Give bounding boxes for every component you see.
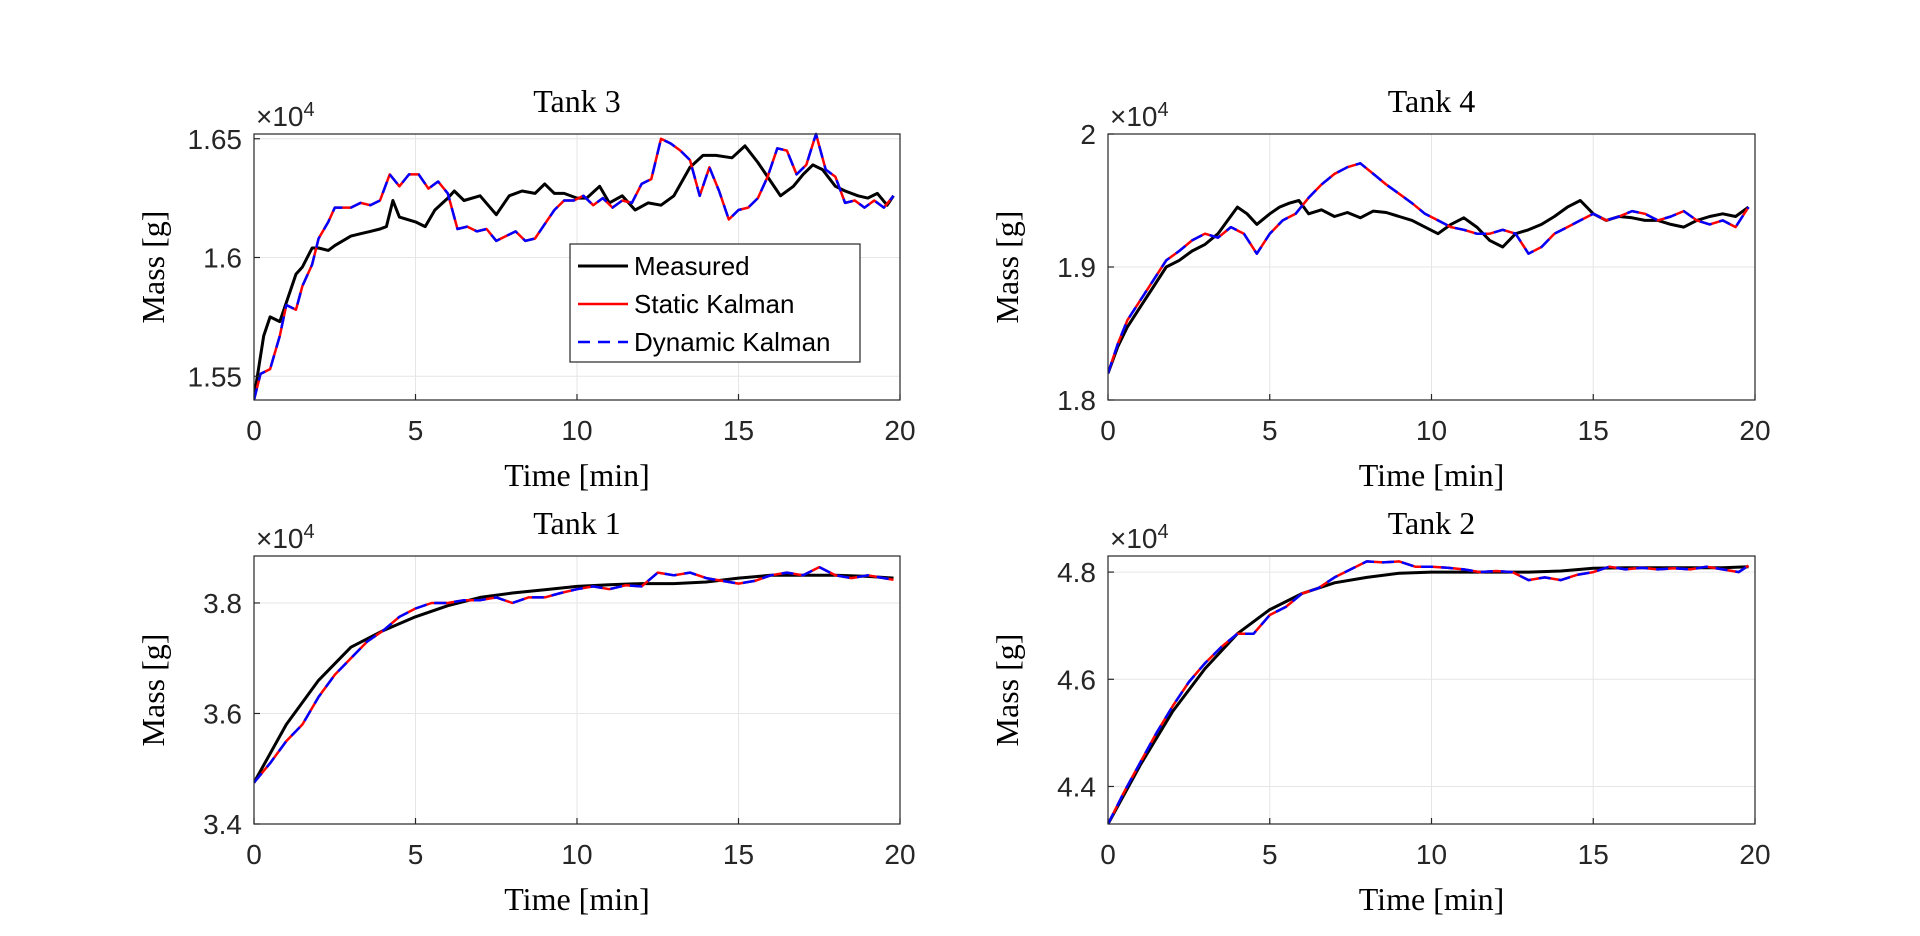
x-tick-label: 20 bbox=[884, 415, 915, 446]
y-tick-label: 4.8 bbox=[1057, 557, 1096, 588]
y-tick-label: 1.65 bbox=[188, 124, 243, 155]
series-line-measured bbox=[1108, 565, 1749, 825]
y-exponent-label: ×104 bbox=[1110, 521, 1169, 554]
y-exponent-label: ×104 bbox=[256, 521, 315, 554]
x-tick-label: 5 bbox=[1262, 839, 1278, 870]
y-axis-label: Mass [g] bbox=[135, 634, 171, 747]
x-tick-label: 10 bbox=[1416, 415, 1447, 446]
legend: Measured Static Kalman Dynamic Kalman bbox=[569, 243, 861, 363]
x-tick-label: 15 bbox=[723, 839, 754, 870]
chart-title: Tank 2 bbox=[1388, 505, 1476, 541]
y-axis-label: Mass [g] bbox=[989, 211, 1025, 324]
chart-panel-3: 0 5 10 15 20 3.4 3.6 3.8 Tank 1 ×104 Time [min] Mas… bbox=[135, 505, 916, 917]
y-tick-label: 1.8 bbox=[1057, 385, 1096, 416]
chart-title: Tank 1 bbox=[533, 505, 621, 541]
series-line-measured bbox=[254, 144, 895, 398]
x-tick-label: 10 bbox=[561, 415, 592, 446]
series-line-static-kalman bbox=[1108, 560, 1750, 825]
x-tick-label: 0 bbox=[1100, 415, 1116, 446]
x-tick-label: 0 bbox=[246, 415, 262, 446]
legend-label: Static Kalman bbox=[634, 289, 794, 319]
chart-title: Tank 3 bbox=[533, 83, 621, 119]
chart-panel-1: 0 5 10 15 20 1.55 1.6 1.65 Tank 3 ×104 Time [min] M… bbox=[135, 83, 916, 493]
x-tick-label: 0 bbox=[246, 839, 262, 870]
x-tick-label: 15 bbox=[723, 415, 754, 446]
x-tick-label: 10 bbox=[561, 839, 592, 870]
chart-panel-4: 0 5 10 15 20 4.4 4.6 4.8 Tank 2 ×104 Time [min] Mas… bbox=[989, 505, 1771, 917]
y-tick-label: 4.4 bbox=[1057, 771, 1096, 802]
y-tick-label: 2 bbox=[1080, 119, 1096, 150]
y-tick-label: 1.55 bbox=[188, 361, 243, 392]
x-tick-label: 20 bbox=[884, 839, 915, 870]
y-exponent-label: ×104 bbox=[256, 99, 315, 132]
x-tick-label: 0 bbox=[1100, 839, 1116, 870]
x-axis-label: Time [min] bbox=[1359, 881, 1505, 917]
series-line-dynamic-kalman bbox=[254, 565, 894, 784]
series-line-measured bbox=[1108, 199, 1750, 374]
y-axis-label: Mass [g] bbox=[135, 211, 171, 324]
x-axis-label: Time [min] bbox=[504, 457, 650, 493]
series-line-dynamic-kalman bbox=[1108, 162, 1750, 374]
x-axis-label: Time [min] bbox=[1359, 457, 1505, 493]
y-tick-label: 1.9 bbox=[1057, 252, 1096, 283]
x-tick-label: 5 bbox=[1262, 415, 1278, 446]
series-line-static-kalman bbox=[254, 565, 894, 784]
series-line-dynamic-kalman bbox=[254, 132, 895, 401]
chart-title: Tank 4 bbox=[1388, 83, 1476, 119]
x-axis-label: Time [min] bbox=[504, 881, 650, 917]
y-tick-label: 4.6 bbox=[1057, 664, 1096, 695]
y-tick-label: 3.4 bbox=[203, 809, 242, 840]
legend-label: Measured bbox=[634, 251, 750, 281]
x-tick-label: 15 bbox=[1578, 415, 1609, 446]
series-line-dynamic-kalman bbox=[1108, 560, 1750, 825]
x-tick-label: 15 bbox=[1578, 839, 1609, 870]
series-line-static-kalman bbox=[1108, 162, 1750, 374]
legend-label: Dynamic Kalman bbox=[634, 327, 831, 357]
x-tick-label: 20 bbox=[1739, 415, 1770, 446]
y-axis-label: Mass [g] bbox=[989, 634, 1025, 747]
x-tick-label: 5 bbox=[408, 839, 424, 870]
x-tick-label: 10 bbox=[1416, 839, 1447, 870]
y-tick-label: 3.8 bbox=[203, 588, 242, 619]
y-tick-label: 3.6 bbox=[203, 698, 242, 729]
series-line-measured bbox=[254, 573, 894, 784]
x-tick-label: 5 bbox=[408, 415, 424, 446]
y-tick-label: 1.6 bbox=[203, 243, 242, 274]
y-exponent-label: ×104 bbox=[1110, 99, 1169, 132]
x-tick-label: 20 bbox=[1739, 839, 1770, 870]
chart-panel-2: 0 5 10 15 20 1.8 1.9 2 Tank 4 ×104 Time [min] Mass … bbox=[989, 83, 1771, 493]
